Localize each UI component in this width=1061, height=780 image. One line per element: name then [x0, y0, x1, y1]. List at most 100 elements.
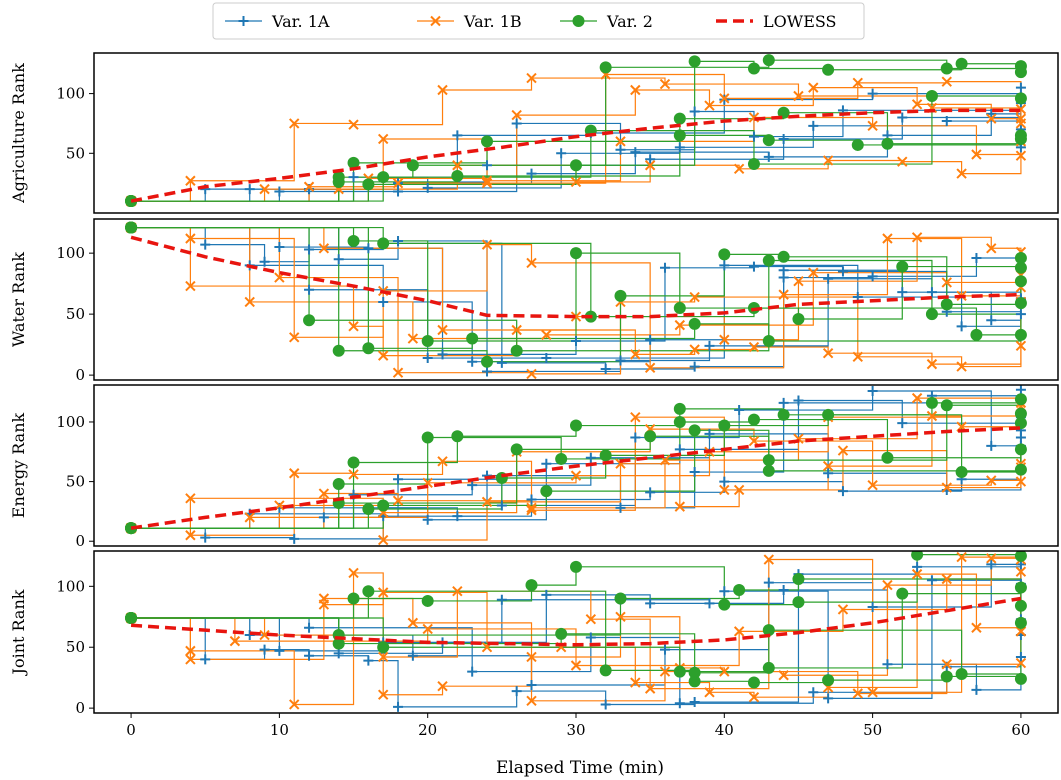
- data-point: [896, 260, 909, 273]
- data-point: [822, 155, 834, 166]
- data-point: [733, 163, 745, 175]
- data-point: [734, 405, 745, 416]
- y-axis-label: Water Rank: [9, 252, 28, 347]
- data-point: [1014, 92, 1027, 105]
- data-point: [645, 487, 656, 498]
- data-point: [304, 284, 315, 295]
- data-point: [496, 357, 507, 368]
- data-point: [971, 253, 982, 264]
- data-point: [881, 451, 894, 464]
- data-point: [348, 567, 359, 579]
- data-point: [719, 666, 730, 677]
- data-point: [911, 392, 923, 404]
- y-tick-label: 0: [75, 532, 85, 550]
- data-point: [304, 244, 315, 255]
- data-point: [971, 684, 982, 695]
- data-point: [822, 674, 835, 687]
- data-point: [867, 120, 878, 132]
- data-point: [318, 488, 330, 499]
- data-point: [125, 611, 138, 624]
- y-tick-label: 100: [56, 85, 85, 103]
- data-point: [986, 108, 997, 119]
- data-point: [437, 456, 448, 467]
- data-point: [437, 680, 448, 692]
- data-point: [481, 135, 494, 148]
- data-point: [762, 254, 775, 267]
- data-point: [377, 133, 389, 145]
- data-point: [955, 466, 968, 479]
- data-point: [911, 99, 923, 110]
- data-point: [392, 495, 404, 506]
- data-point: [630, 677, 641, 688]
- data-point: [481, 496, 493, 508]
- lowess-line: [130, 596, 1022, 647]
- data-point: [808, 687, 819, 698]
- data-point: [422, 514, 433, 525]
- data-point: [719, 586, 730, 597]
- data-point: [822, 460, 834, 472]
- data-point: [511, 686, 522, 697]
- data-point: [762, 624, 775, 637]
- data-point: [630, 349, 641, 360]
- data-point: [674, 501, 686, 512]
- data-point: [673, 402, 686, 415]
- series-line: [131, 226, 1022, 373]
- data-point: [688, 424, 701, 437]
- data-point: [200, 239, 211, 250]
- y-tick-label: 100: [56, 413, 85, 431]
- data-point: [1015, 385, 1026, 395]
- data-point: [526, 257, 537, 269]
- data-point: [674, 698, 685, 709]
- data-point: [615, 355, 626, 366]
- data-point: [867, 602, 878, 613]
- data-point: [377, 651, 389, 663]
- data-point: [986, 243, 997, 254]
- data-point: [318, 512, 329, 523]
- data-point: [689, 361, 700, 372]
- data-point: [645, 334, 656, 345]
- data-point: [762, 54, 775, 67]
- data-point: [363, 655, 374, 666]
- data-point: [451, 169, 464, 182]
- data-point: [688, 55, 701, 68]
- data-point: [763, 577, 774, 588]
- data-point: [333, 648, 344, 659]
- lowess-line: [130, 426, 1022, 530]
- data-point: [348, 119, 359, 130]
- data-point: [1014, 616, 1027, 629]
- data-point: [496, 594, 507, 605]
- data-point: [511, 118, 522, 129]
- data-point: [362, 178, 375, 191]
- data-point: [867, 88, 878, 99]
- data-point: [941, 573, 952, 585]
- data-point: [644, 362, 656, 374]
- y-tick-label: 50: [66, 144, 85, 162]
- data-point: [511, 109, 522, 121]
- data-point: [377, 171, 390, 184]
- series-line: [131, 123, 1022, 202]
- data-point: [407, 617, 419, 629]
- panel-joint-rank: 0 50 100 Joint Rank 0 10 20 30 40 50 60: [9, 550, 1059, 739]
- data-point: [852, 688, 863, 699]
- data-point: [437, 324, 448, 336]
- data-point: [482, 160, 493, 171]
- data-point: [971, 622, 982, 633]
- data-point: [332, 477, 345, 490]
- data-point: [704, 428, 715, 439]
- data-point: [304, 650, 315, 661]
- data-point: [467, 356, 478, 367]
- data-point: [452, 585, 463, 597]
- data-point: [377, 689, 389, 700]
- legend-entry: Var. 2: [560, 12, 653, 31]
- data-point: [689, 344, 700, 355]
- data-point: [719, 334, 730, 345]
- data-point: [1014, 672, 1027, 685]
- x-tick-label: 10: [270, 721, 289, 739]
- data-point: [1015, 340, 1027, 352]
- data-point: [925, 308, 938, 321]
- data-point: [555, 452, 568, 465]
- data-point: [541, 589, 552, 600]
- data-point: [1014, 328, 1027, 341]
- data-point: [867, 479, 878, 491]
- data-point: [347, 456, 360, 469]
